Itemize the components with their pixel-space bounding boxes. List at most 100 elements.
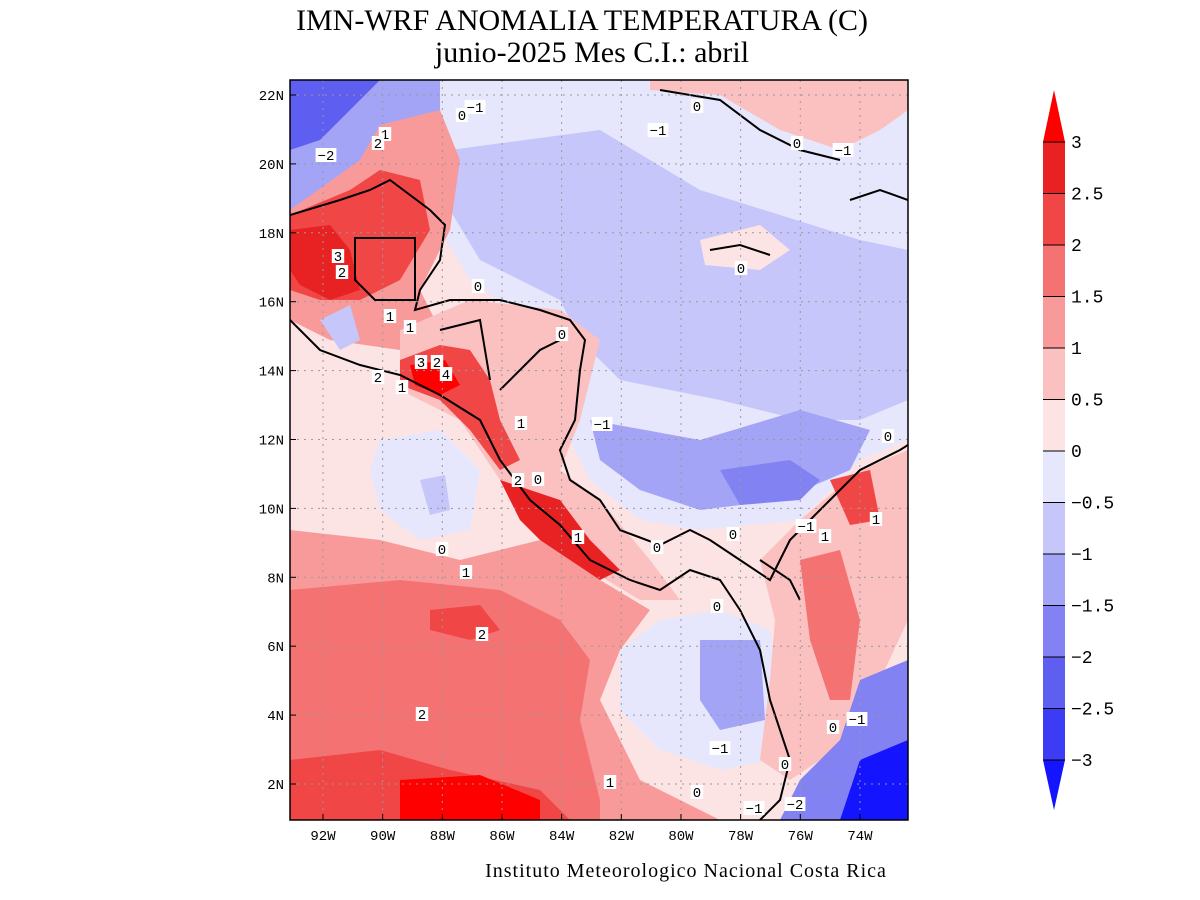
contour-label: 2 — [433, 356, 441, 372]
contour-label: 1 — [381, 128, 389, 144]
lon-tick-label: 80W — [668, 829, 694, 845]
contour-label: 0 — [653, 541, 661, 557]
contour-label-bg — [690, 785, 704, 799]
colorbar-segment — [1043, 399, 1065, 451]
field-cool — [720, 460, 820, 505]
contour-label: 1 — [398, 381, 406, 397]
lon-tick-label: 86W — [489, 829, 515, 845]
field-warm — [500, 480, 620, 580]
contour-label: −1 — [746, 802, 763, 818]
contour-label: −1 — [835, 144, 852, 160]
contour-label-bg — [869, 512, 883, 526]
colorbar-label: −3 — [1071, 752, 1093, 772]
contour-label: 1 — [821, 530, 829, 546]
lat-tick-label: 20N — [259, 158, 284, 174]
lat-tick-label: 4N — [267, 709, 284, 725]
contour-label-bg — [555, 327, 569, 341]
contour-label-bg — [435, 542, 449, 556]
field-cool — [840, 740, 908, 820]
contour-label-bg — [818, 529, 832, 543]
contour-label-bg — [475, 627, 489, 641]
contour-label: 0 — [474, 280, 482, 296]
contour-label: 2 — [478, 628, 486, 644]
contour-label: 2 — [418, 708, 426, 724]
contour-label: 0 — [558, 328, 566, 344]
contour-label: 1 — [517, 417, 525, 433]
contour-label: −1 — [467, 101, 484, 117]
contour-label-bg — [734, 261, 748, 275]
field-warm — [830, 470, 880, 525]
colorbar-label: 1 — [1071, 340, 1082, 360]
colorbar-extend-high — [1043, 90, 1065, 142]
contour-label: 0 — [793, 137, 801, 153]
contour-label-bg — [591, 417, 613, 431]
contour-label-bg — [647, 123, 669, 137]
contour-label-bg — [826, 720, 840, 734]
contour-label: 2 — [514, 474, 522, 490]
colorbar-segment — [1043, 554, 1065, 606]
contour-label: 1 — [406, 321, 414, 337]
contour-label: 1 — [606, 776, 614, 792]
contour-label: 0 — [693, 100, 701, 116]
field-cool — [420, 475, 450, 515]
colorbar-label: 0.5 — [1071, 392, 1103, 412]
lon-tick-label: 82W — [609, 829, 635, 845]
contour-label: 0 — [534, 473, 542, 489]
contour-label-bg — [514, 416, 528, 430]
contour-label: 0 — [693, 786, 701, 802]
colorbar-label: 3 — [1071, 134, 1082, 154]
contour-label: 0 — [737, 262, 745, 278]
lat-tick-label: 6N — [267, 640, 284, 656]
contour-label-bg — [335, 265, 349, 279]
contour-label-bg — [471, 279, 485, 293]
contour-label-bg — [383, 309, 397, 323]
contour-label-bg — [511, 473, 525, 487]
contour-label-bg — [795, 519, 817, 533]
contour-label: −1 — [849, 713, 866, 729]
field-warm — [400, 775, 540, 820]
contour-label: −1 — [650, 124, 667, 140]
contour-label: 1 — [574, 531, 582, 547]
lat-tick-label: 16N — [259, 296, 284, 312]
contour-label-bg — [743, 801, 765, 815]
contour-label: −1 — [594, 418, 611, 434]
lat-tick-label: 8N — [267, 571, 284, 587]
map-frame — [289, 79, 909, 821]
contour-label: −1 — [712, 742, 729, 758]
colorbar-segment — [1043, 296, 1065, 348]
contour-label: −1 — [798, 520, 815, 536]
colorbar-segment — [1043, 142, 1065, 194]
contour-label-bg — [414, 355, 428, 369]
colorbar-segment — [1043, 708, 1065, 760]
colorbar-segment — [1043, 348, 1065, 400]
contour-label-bg — [846, 712, 868, 726]
colorbar-label: 1.5 — [1071, 289, 1103, 309]
colorbar-label: −1.5 — [1071, 598, 1114, 618]
contour-label-bg — [784, 797, 806, 811]
lat-tick-label: 14N — [259, 365, 284, 381]
footer: Instituto Meteorologico Nacional Costa R… — [485, 860, 887, 882]
contour-label-bg — [832, 143, 854, 157]
contour-label: 3 — [417, 356, 425, 372]
contour-label-bg — [403, 320, 417, 334]
contour-label-bg — [371, 370, 385, 384]
colorbar-segment — [1043, 502, 1065, 554]
field-warm — [290, 225, 360, 300]
lat-tick-label: 22N — [259, 89, 284, 105]
contour-label-bg — [315, 148, 337, 162]
field-warm — [650, 80, 908, 150]
contour-label: 0 — [781, 758, 789, 774]
coastlines — [290, 89, 908, 820]
contour-label-bg — [415, 707, 429, 721]
contour-label: 0 — [458, 109, 466, 125]
contour-label-bg — [571, 530, 585, 544]
colorbar-label: −0.5 — [1071, 495, 1114, 515]
contour-label-bg — [455, 108, 469, 122]
title-line-2: junio-2025 Mes C.I.: abril — [434, 36, 749, 69]
contour-label-bg — [459, 565, 473, 579]
contour-label: 0 — [729, 528, 737, 544]
contour-label-bg — [331, 249, 345, 263]
contour-label: −2 — [787, 798, 804, 814]
lon-tick-label: 76W — [788, 829, 814, 845]
